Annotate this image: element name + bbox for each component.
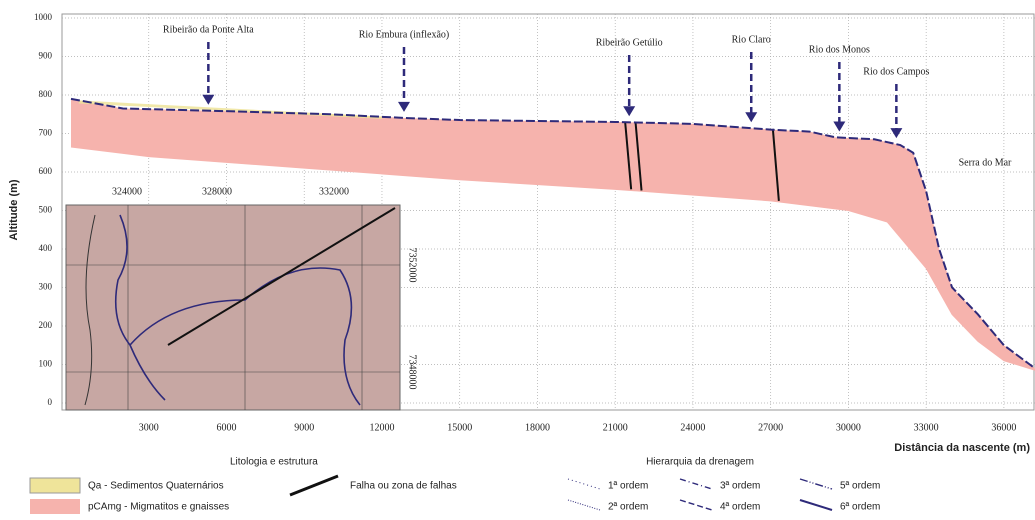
annotation: Ribeirão Getúlio <box>596 37 663 48</box>
y-tick-label: 600 <box>39 166 53 176</box>
legend-label: 4ª ordem <box>720 502 760 513</box>
legend-line <box>800 500 832 510</box>
region-label: Serra do Mar <box>959 157 1012 168</box>
inset-y-label: 7352000 <box>407 248 418 283</box>
annotation: Rio Claro <box>732 34 771 45</box>
y-tick-label: 1000 <box>34 12 53 22</box>
legend: Litologia e estrutura Qa - Sedimentos Qu… <box>30 457 880 514</box>
annotation: Rio dos Campos <box>863 66 929 77</box>
y-tick-label: 100 <box>39 359 53 369</box>
x-tick-label: 3000 <box>139 422 159 433</box>
inset-x-label: 328000 <box>202 186 232 197</box>
legend-line <box>800 479 832 489</box>
legend-title: Hierarquia da drenagem <box>646 457 754 468</box>
x-tick-label: 33000 <box>914 422 939 433</box>
y-tick-label: 0 <box>48 397 53 407</box>
y-tick-label: 200 <box>39 320 53 330</box>
x-tick-label: 9000 <box>294 422 314 433</box>
y-tick-label: 500 <box>39 205 53 215</box>
x-tick-label: 30000 <box>836 422 861 433</box>
y-tick-label: 900 <box>39 51 53 61</box>
legend-swatch <box>30 499 80 514</box>
x-tick-label: 6000 <box>216 422 236 433</box>
y-axis-label: Altitude (m) <box>8 179 20 240</box>
x-tick-label: 15000 <box>447 422 472 433</box>
inset-map: 324000 328000 332000 7352000 7348000 <box>66 186 418 410</box>
legend-label: Falha ou zona de falhas <box>350 481 457 492</box>
legend-label: pCAmg - Migmatitos e gnaisses <box>88 502 229 513</box>
inset-x-label: 324000 <box>112 186 142 197</box>
x-axis-label: Distância da nascente (m) <box>894 442 1030 454</box>
legend-label: 6ª ordem <box>840 502 880 513</box>
legend-label: 3ª ordem <box>720 481 760 492</box>
y-tick-label: 300 <box>39 282 53 292</box>
annotation: Rio Embura (inflexão) <box>359 29 450 40</box>
legend-fault <box>290 476 338 495</box>
chart: Altitude (m) Distância da nascente (m) 0… <box>0 0 1035 520</box>
y-tick-label: 800 <box>39 89 53 99</box>
x-tick-label: 36000 <box>991 422 1016 433</box>
legend-label: 2ª ordem <box>608 502 648 513</box>
legend-label: Qa - Sedimentos Quaternários <box>88 481 224 492</box>
legend-label: 5ª ordem <box>840 481 880 492</box>
legend-title: Litologia e estrutura <box>230 457 318 468</box>
legend-line <box>568 500 600 510</box>
x-tick-label: 27000 <box>758 422 783 433</box>
legend-swatch <box>30 478 80 493</box>
annotation: Ribeirão da Ponte Alta <box>163 24 254 35</box>
legend-label: 1ª ordem <box>608 481 648 492</box>
y-tick-label: 700 <box>39 128 53 138</box>
legend-line <box>568 479 600 489</box>
x-tick-label: 21000 <box>603 422 628 433</box>
x-tick-label: 18000 <box>525 422 550 433</box>
x-tick-label: 24000 <box>680 422 705 433</box>
inset-x-label: 332000 <box>319 186 349 197</box>
x-tick-label: 12000 <box>369 422 394 433</box>
inset-y-label: 7348000 <box>407 355 418 390</box>
annotation: Rio dos Monos <box>809 44 870 55</box>
y-tick-label: 400 <box>39 243 53 253</box>
legend-line <box>680 479 712 489</box>
legend-line <box>680 500 712 510</box>
